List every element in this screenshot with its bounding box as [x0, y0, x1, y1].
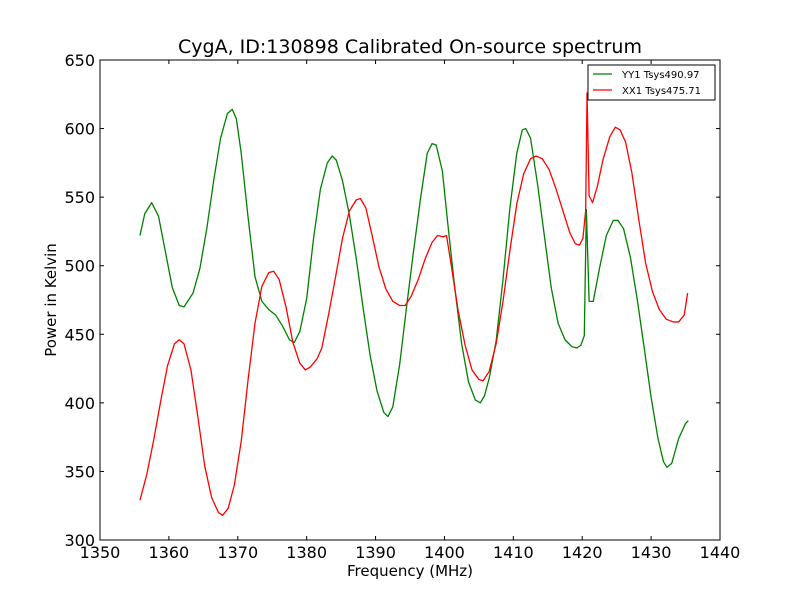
legend-label-xx1: XX1 Tsys475.71 — [622, 86, 701, 97]
x-tick-label: 1420 — [562, 543, 603, 562]
x-tick-label: 1350 — [80, 543, 121, 562]
x-tick-label: 1380 — [286, 543, 327, 562]
legend: YY1 Tsys490.97 XX1 Tsys475.71 — [587, 64, 716, 101]
series-line-xx1 — [139, 92, 689, 516]
series-layer — [139, 92, 689, 516]
y-tick-label: 550 — [64, 188, 95, 207]
y-tick-label: 300 — [64, 531, 95, 550]
series-line-yy1 — [139, 108, 689, 468]
plot-frame — [99, 59, 721, 541]
x-tick-label: 1430 — [631, 543, 672, 562]
x-tick-label: 1440 — [700, 543, 741, 562]
y-tick-label: 600 — [64, 120, 95, 139]
x-tick-label: 1360 — [149, 543, 190, 562]
legend-box — [587, 64, 716, 101]
y-tick-label: 450 — [64, 325, 95, 344]
y-tick-label: 400 — [64, 394, 95, 413]
x-tick-label: 1400 — [424, 543, 465, 562]
x-tick-label: 1390 — [355, 543, 396, 562]
y-tick-label: 350 — [64, 462, 95, 481]
x-axis-label: Frequency (MHz) — [347, 562, 473, 580]
legend-label-yy1: YY1 Tsys490.97 — [621, 70, 700, 81]
chart-title: CygA, ID:130898 Calibrated On-source spe… — [178, 36, 642, 58]
y-tick-label: 500 — [64, 257, 95, 276]
y-tick-label: 650 — [64, 51, 95, 70]
x-tick-label: 1410 — [493, 543, 534, 562]
x-tick-label: 1370 — [217, 543, 258, 562]
y-axis-label: Power in Kelvin — [42, 243, 60, 357]
ticks-layer: 1350 1360 1370 1380 1390 1400 1410 1420 1430 1440… — [64, 51, 740, 562]
plot-area — [100, 60, 720, 540]
